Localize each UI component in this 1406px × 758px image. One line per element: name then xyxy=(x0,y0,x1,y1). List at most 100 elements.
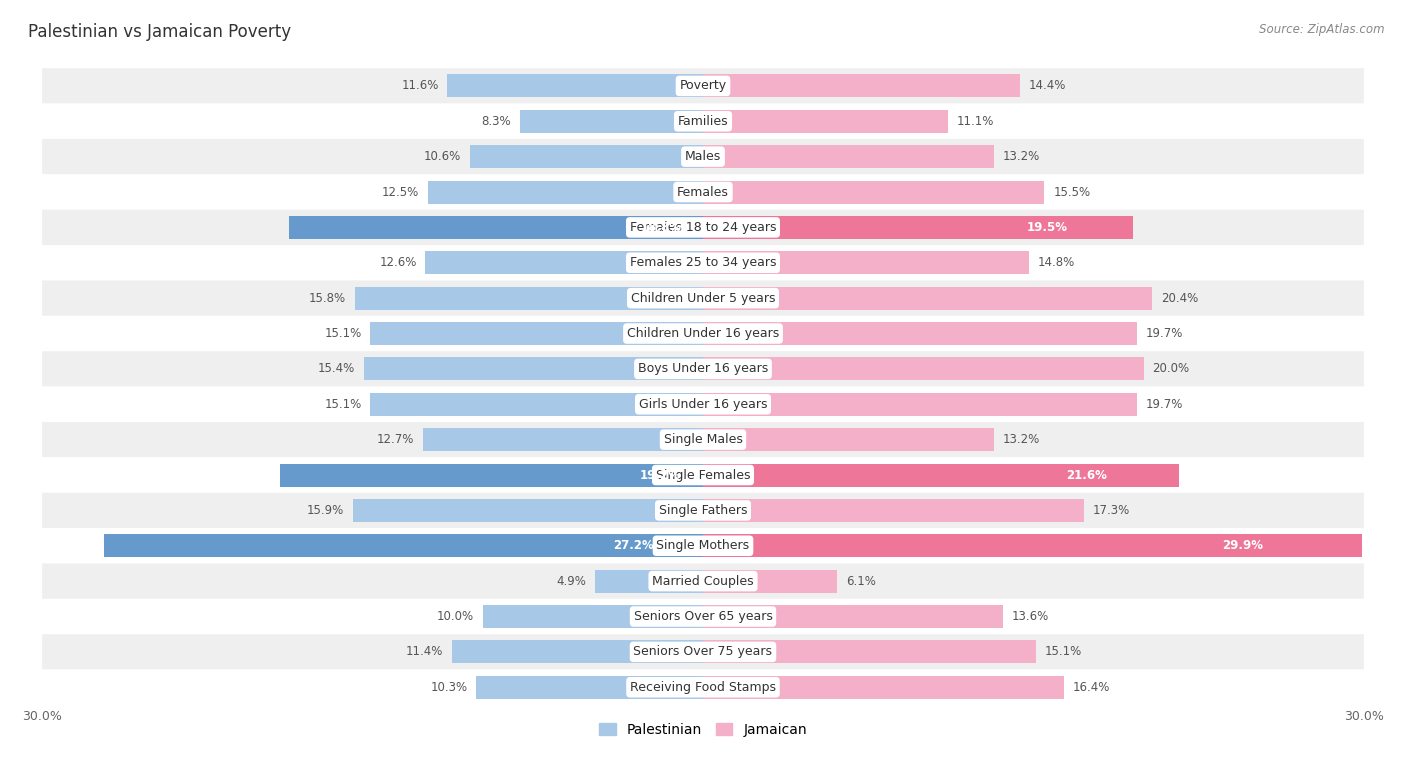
Text: 10.6%: 10.6% xyxy=(423,150,461,163)
Bar xyxy=(703,393,1137,415)
Text: 16.4%: 16.4% xyxy=(1073,681,1111,694)
Text: 15.1%: 15.1% xyxy=(1045,645,1081,659)
FancyBboxPatch shape xyxy=(42,316,1364,351)
Bar xyxy=(703,534,1361,557)
Text: 12.5%: 12.5% xyxy=(381,186,419,199)
Text: 14.8%: 14.8% xyxy=(1038,256,1076,269)
Bar xyxy=(703,499,1084,522)
Text: 19.5%: 19.5% xyxy=(1028,221,1069,234)
Bar xyxy=(703,605,1002,628)
FancyBboxPatch shape xyxy=(42,210,1364,245)
Text: 10.0%: 10.0% xyxy=(437,610,474,623)
Bar xyxy=(703,358,1143,381)
FancyBboxPatch shape xyxy=(42,104,1364,139)
Text: 11.1%: 11.1% xyxy=(956,114,994,128)
Text: 15.9%: 15.9% xyxy=(307,504,344,517)
Text: 15.1%: 15.1% xyxy=(325,398,361,411)
FancyBboxPatch shape xyxy=(42,139,1364,174)
Text: Single Fathers: Single Fathers xyxy=(659,504,747,517)
Bar xyxy=(354,287,703,310)
Text: Seniors Over 65 years: Seniors Over 65 years xyxy=(634,610,772,623)
Text: Single Females: Single Females xyxy=(655,468,751,481)
FancyBboxPatch shape xyxy=(42,174,1364,210)
Text: Females: Females xyxy=(678,186,728,199)
Text: 20.0%: 20.0% xyxy=(1153,362,1189,375)
Text: 4.9%: 4.9% xyxy=(557,575,586,587)
Bar xyxy=(370,393,703,415)
Text: Families: Families xyxy=(678,114,728,128)
Bar xyxy=(595,570,703,593)
FancyBboxPatch shape xyxy=(42,280,1364,316)
Bar xyxy=(703,216,1133,239)
Bar xyxy=(703,145,994,168)
Text: 13.2%: 13.2% xyxy=(1002,433,1040,446)
Bar xyxy=(703,428,994,451)
Text: 13.6%: 13.6% xyxy=(1011,610,1049,623)
Text: 15.1%: 15.1% xyxy=(325,327,361,340)
Text: Boys Under 16 years: Boys Under 16 years xyxy=(638,362,768,375)
FancyBboxPatch shape xyxy=(42,68,1364,104)
Bar xyxy=(427,180,703,204)
Text: 6.1%: 6.1% xyxy=(846,575,876,587)
Text: 29.9%: 29.9% xyxy=(1222,539,1263,553)
Text: 19.2%: 19.2% xyxy=(640,468,681,481)
Bar xyxy=(703,322,1137,345)
Bar xyxy=(353,499,703,522)
Bar xyxy=(703,252,1029,274)
Text: Single Males: Single Males xyxy=(664,433,742,446)
Text: Females 18 to 24 years: Females 18 to 24 years xyxy=(630,221,776,234)
Bar xyxy=(703,570,838,593)
Bar xyxy=(451,641,703,663)
Legend: Palestinian, Jamaican: Palestinian, Jamaican xyxy=(593,718,813,743)
Bar xyxy=(482,605,703,628)
Bar xyxy=(703,641,1036,663)
Text: 21.6%: 21.6% xyxy=(1067,468,1108,481)
Bar xyxy=(703,464,1178,487)
Bar xyxy=(104,534,703,557)
Text: Males: Males xyxy=(685,150,721,163)
FancyBboxPatch shape xyxy=(42,245,1364,280)
Text: Receiving Food Stamps: Receiving Food Stamps xyxy=(630,681,776,694)
Text: 27.2%: 27.2% xyxy=(613,539,654,553)
Bar xyxy=(447,74,703,97)
Bar xyxy=(288,216,703,239)
Bar xyxy=(477,676,703,699)
Bar xyxy=(703,180,1045,204)
Bar xyxy=(703,74,1021,97)
Text: 11.6%: 11.6% xyxy=(401,80,439,92)
Bar xyxy=(426,252,703,274)
Text: Source: ZipAtlas.com: Source: ZipAtlas.com xyxy=(1260,23,1385,36)
FancyBboxPatch shape xyxy=(42,351,1364,387)
Text: 14.4%: 14.4% xyxy=(1029,80,1066,92)
Text: 19.7%: 19.7% xyxy=(1146,398,1182,411)
Text: 15.4%: 15.4% xyxy=(318,362,354,375)
Bar xyxy=(470,145,703,168)
Text: 10.3%: 10.3% xyxy=(430,681,467,694)
Text: 19.7%: 19.7% xyxy=(1146,327,1182,340)
Text: Palestinian vs Jamaican Poverty: Palestinian vs Jamaican Poverty xyxy=(28,23,291,41)
FancyBboxPatch shape xyxy=(42,563,1364,599)
Text: Married Couples: Married Couples xyxy=(652,575,754,587)
Text: Seniors Over 75 years: Seniors Over 75 years xyxy=(634,645,772,659)
Text: 12.6%: 12.6% xyxy=(380,256,416,269)
Text: 15.8%: 15.8% xyxy=(309,292,346,305)
Text: Poverty: Poverty xyxy=(679,80,727,92)
Bar xyxy=(703,676,1064,699)
Text: 8.3%: 8.3% xyxy=(482,114,512,128)
Text: 20.4%: 20.4% xyxy=(1161,292,1198,305)
Bar xyxy=(703,110,948,133)
Bar xyxy=(370,322,703,345)
Text: 15.5%: 15.5% xyxy=(1053,186,1091,199)
Bar xyxy=(364,358,703,381)
Bar xyxy=(520,110,703,133)
Bar xyxy=(703,287,1153,310)
Text: Girls Under 16 years: Girls Under 16 years xyxy=(638,398,768,411)
FancyBboxPatch shape xyxy=(42,493,1364,528)
Text: Females 25 to 34 years: Females 25 to 34 years xyxy=(630,256,776,269)
FancyBboxPatch shape xyxy=(42,422,1364,457)
FancyBboxPatch shape xyxy=(42,669,1364,705)
FancyBboxPatch shape xyxy=(42,634,1364,669)
FancyBboxPatch shape xyxy=(42,528,1364,563)
Text: Children Under 16 years: Children Under 16 years xyxy=(627,327,779,340)
Text: 18.8%: 18.8% xyxy=(641,221,682,234)
